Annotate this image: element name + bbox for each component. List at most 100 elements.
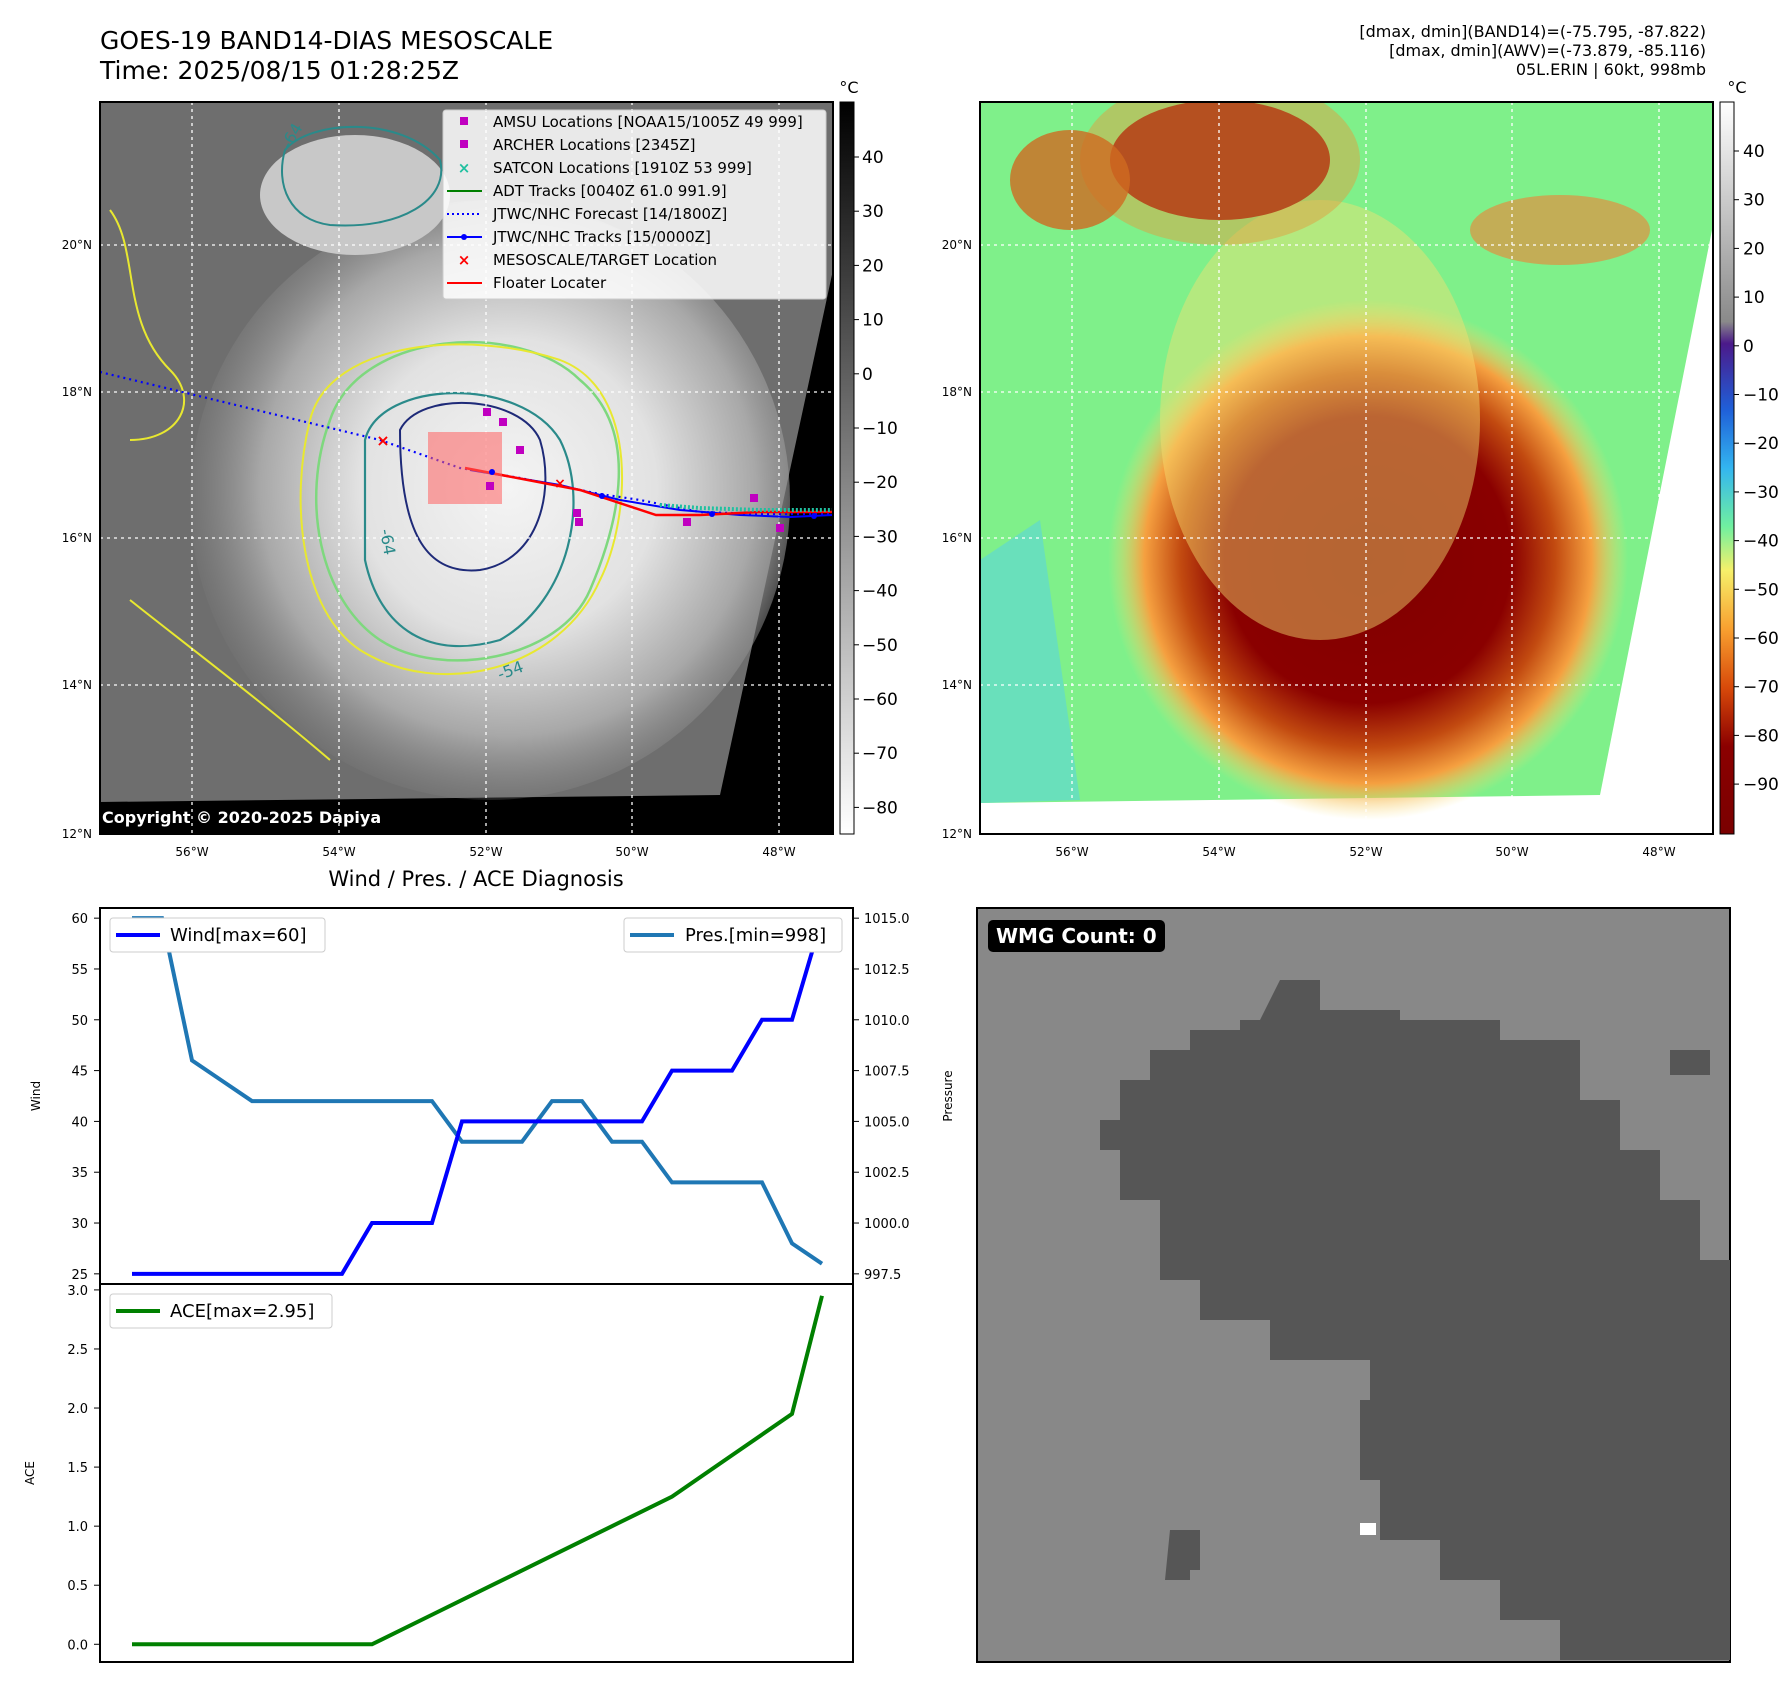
contour-inner-navy (398, 401, 547, 572)
wind-tick-label: 55 (71, 963, 88, 978)
ace-tick-label: 3.0 (67, 1284, 88, 1299)
legend-label: SATCON Locations [1910Z 53 999] (493, 159, 752, 177)
ir-map-panel: × × -64 -64 -54 AMSU Locations [NOAA15/1… (99, 78, 898, 835)
diagnosis-title: Wind / Pres. / ACE Diagnosis (328, 867, 623, 891)
colorbar-tick-label: −50 (862, 636, 898, 656)
title-line-2: Time: 2025/08/15 01:28:25Z (100, 56, 459, 85)
colorbar-tick-label: −70 (862, 744, 898, 764)
svg-text:×: × (458, 251, 471, 269)
colorbar-unit: °C (1727, 78, 1746, 97)
contour-outer-green (315, 340, 620, 662)
lon-tick-label: 48°W (762, 845, 795, 859)
mesoscale-target-marker: × (376, 431, 389, 450)
copyright-text: Copyright © 2020-2025 Dapiya (102, 808, 382, 827)
ir-cloud-north (260, 135, 450, 255)
lon-tick-label: 54°W (1202, 845, 1235, 859)
colorbar-tick-label: 30 (862, 202, 884, 222)
colorbar-tick-label: −40 (862, 582, 898, 602)
colorbar-tick-label: 0 (1743, 337, 1754, 357)
colorbar-tick-label: 20 (1743, 239, 1765, 259)
colorbar-tick-label: −80 (1743, 726, 1779, 746)
info-line-awv: [dmax, dmin](AWV)=(-73.879, -85.116) (1389, 41, 1706, 60)
svg-text:×: × (458, 159, 471, 177)
wind-tick-label: 60 (71, 912, 88, 927)
ace-tick-label: 0.0 (67, 1638, 88, 1653)
legend-item: ARCHER Locations [2345Z] (460, 136, 696, 154)
colorbar-tick-label: −70 (1743, 678, 1779, 698)
ir-colorbar: °C 40 30 20 10 0 −10 −20 −30 −40 −50 −60 −70 −80 (839, 78, 898, 835)
colorbar-tick-label: 40 (862, 148, 884, 168)
jtwc-track-points (489, 469, 817, 519)
map-legend: AMSU Locations [NOAA15/1005Z 49 999] ARCH… (442, 109, 827, 300)
pressure-tick-label: 1002.5 (864, 1166, 910, 1181)
colorbar-tick-label: −30 (1743, 483, 1779, 503)
color-ir-cool-area (980, 520, 1080, 803)
color-map-frame (979, 101, 1714, 835)
pressure-legend-label: Pres.[min=998] (685, 925, 826, 946)
lat-tick-label: 20°N (62, 238, 92, 252)
lat-tick-label: 16°N (62, 531, 92, 545)
colorbar-tick-label: −80 (862, 798, 898, 818)
pressure-series-line (132, 916, 824, 1266)
legend-item: JTWC/NHC Forecast [14/1800Z] (447, 205, 727, 223)
ace-tick-label: 1.5 (67, 1461, 88, 1476)
colorbar-tick-label: −10 (1743, 386, 1779, 406)
colorbar-tick-label: 10 (1743, 288, 1765, 308)
ace-legend-label: ACE[max=2.95] (170, 1301, 314, 1322)
ir-no-data-area (100, 270, 833, 834)
wmg-panel (976, 907, 1731, 1663)
wind-legend-label: Wind[max=60] (170, 925, 307, 946)
colorbar-tick-label: −10 (862, 419, 898, 439)
lat-tick-label: 16°N (942, 531, 972, 545)
colorbar-tick-label: −90 (1743, 775, 1779, 795)
legend-item: AMSU Locations [NOAA15/1005Z 49 999] (460, 113, 803, 131)
color-ir-storm (1108, 300, 1628, 820)
wind-tick-label: 30 (71, 1217, 88, 1232)
legend-item: × MESOSCALE/TARGET Location (458, 251, 717, 269)
target-x-mark: × (554, 476, 566, 492)
wind-tick-label: 40 (71, 1115, 88, 1130)
lat-tick-label: 14°N (62, 678, 92, 692)
lon-tick-label: 50°W (1495, 845, 1528, 859)
colorbar-tick-label: 10 (862, 311, 884, 331)
legend-label: MESOSCALE/TARGET Location (493, 251, 717, 269)
wmg-white-pixel (1360, 1523, 1376, 1535)
pressure-tick-label: 997.5 (864, 1268, 901, 1283)
color-ir-map-panel: °C 40 30 20 10 0 −10 −20 −30 −40 −50 −60 −70 −80 −90 (979, 78, 1779, 835)
wind-tick-label: 25 (71, 1268, 88, 1283)
colorbar-tick-label: −30 (862, 527, 898, 547)
info-line-band14: [dmax, dmin](BAND14)=(-75.795, -87.822) (1359, 22, 1706, 41)
wind-axis-label: Wind (29, 1081, 43, 1111)
lat-tick-label: 18°N (942, 385, 972, 399)
figure-title: GOES-19 BAND14-DIAS MESOSCALE Time: 2025… (100, 26, 553, 86)
legend-label: ADT Tracks [0040Z 61.0 991.9] (493, 182, 727, 200)
contour-southwest-yellow (129, 599, 331, 761)
pressure-tick-label: 1012.5 (864, 963, 910, 978)
colorbar-tick-label: −40 (1743, 532, 1779, 552)
ace-tick-label: 0.5 (67, 1579, 88, 1594)
wind-series-line (132, 917, 824, 1276)
satcon-track (659, 503, 833, 512)
colorbar-unit: °C (839, 78, 858, 97)
pressure-axis-label: Pressure (941, 1070, 955, 1121)
ace-panel: 3.0 2.5 2.0 1.5 1.0 0.5 0.0 ACE ACE[max=2.95] (23, 1283, 854, 1663)
legend-label: JTWC/NHC Tracks [15/0000Z] (492, 228, 711, 246)
lon-tick-label: 52°W (1349, 845, 1382, 859)
ace-legend: ACE[max=2.95] (109, 1293, 333, 1329)
lat-tick-label: 20°N (942, 238, 972, 252)
legend-item: × SATCON Locations [1910Z 53 999] (458, 159, 752, 177)
info-line-storm: 05L.ERIN | 60kt, 998mb (1515, 60, 1706, 79)
ace-series-line (132, 1295, 824, 1647)
wind-legend: Wind[max=60] (109, 917, 326, 953)
legend-item: JTWC/NHC Tracks [15/0000Z] (447, 228, 711, 246)
lon-tick-label: 50°W (615, 845, 648, 859)
color-gridlines (980, 102, 1713, 834)
contour-north-teal (281, 125, 443, 227)
pressure-tick-label: 1000.0 (864, 1217, 910, 1232)
colorbar-tick-label: −20 (1743, 434, 1779, 454)
lon-tick-label: 54°W (322, 845, 355, 859)
pressure-tick-label: 1015.0 (864, 912, 910, 927)
wmg-dark-region (1100, 980, 1730, 1660)
ace-axis-label: ACE (23, 1461, 37, 1485)
